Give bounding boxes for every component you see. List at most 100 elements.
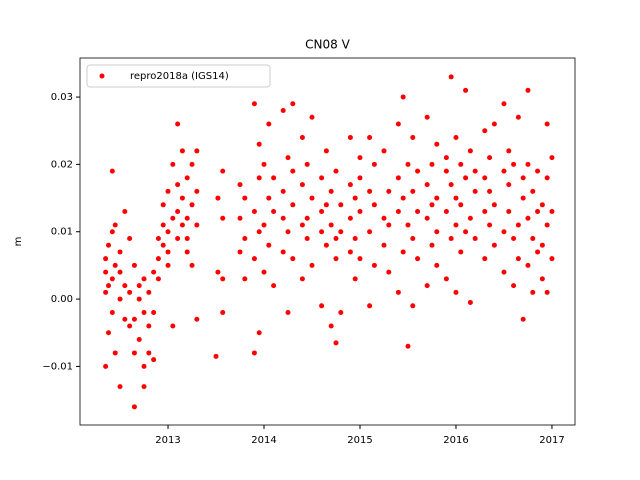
point: [415, 168, 421, 174]
point: [525, 161, 531, 167]
point: [103, 269, 109, 275]
point: [175, 235, 181, 241]
point: [367, 229, 373, 235]
point: [189, 262, 195, 268]
point: [506, 209, 512, 215]
point: [400, 249, 406, 255]
point: [136, 296, 142, 302]
point: [131, 316, 137, 322]
point: [511, 283, 517, 289]
point: [453, 222, 459, 228]
point: [453, 195, 459, 201]
point: [256, 141, 262, 147]
point: [285, 229, 291, 235]
point: [525, 262, 531, 268]
point: [352, 235, 358, 241]
point: [285, 310, 291, 316]
point: [170, 215, 176, 221]
point: [539, 276, 545, 282]
point: [261, 161, 267, 167]
point: [443, 209, 449, 215]
point: [127, 289, 133, 295]
point: [467, 299, 473, 305]
point: [151, 269, 157, 275]
point: [122, 283, 128, 289]
point: [127, 323, 133, 329]
point: [165, 188, 171, 194]
point: [271, 209, 277, 215]
y-axis-label: m: [13, 237, 24, 247]
x-tick-label: 2013: [155, 435, 180, 446]
point: [535, 249, 541, 255]
point: [482, 175, 488, 181]
point: [109, 276, 115, 282]
point: [160, 222, 166, 228]
point: [117, 269, 123, 275]
point: [146, 350, 152, 356]
point: [515, 114, 521, 120]
point: [405, 343, 411, 349]
point: [415, 209, 421, 215]
point: [463, 87, 469, 93]
point: [371, 161, 377, 167]
point: [487, 188, 493, 194]
point: [237, 249, 243, 255]
point: [352, 276, 358, 282]
point: [251, 209, 257, 215]
point: [535, 168, 541, 174]
point: [109, 168, 115, 174]
point: [525, 87, 531, 93]
y-tick-label: 0.00: [51, 294, 73, 305]
point: [136, 283, 142, 289]
point: [194, 316, 200, 322]
point: [487, 222, 493, 228]
point: [160, 242, 166, 248]
point: [357, 256, 363, 262]
point: [290, 101, 296, 107]
point: [194, 222, 200, 228]
point: [285, 155, 291, 161]
point: [215, 269, 221, 275]
y-tick-label: −0.01: [42, 361, 73, 372]
point: [515, 256, 521, 262]
x-tick-label: 2016: [443, 435, 468, 446]
point: [319, 303, 325, 309]
point: [103, 256, 109, 262]
point: [472, 235, 478, 241]
point: [251, 101, 257, 107]
point: [328, 323, 334, 329]
point: [117, 249, 123, 255]
point: [549, 155, 555, 161]
point: [405, 222, 411, 228]
plot-frame: [79, 57, 576, 426]
point: [261, 269, 267, 275]
point: [405, 161, 411, 167]
point: [511, 235, 517, 241]
point: [242, 195, 248, 201]
point: [434, 195, 440, 201]
point: [237, 182, 243, 188]
point: [290, 168, 296, 174]
point: [175, 121, 181, 127]
point: [415, 256, 421, 262]
point: [136, 336, 142, 342]
point: [371, 202, 377, 208]
chart-title: CN08 V: [305, 38, 350, 52]
point: [299, 182, 305, 188]
point: [280, 188, 286, 194]
point: [323, 242, 329, 248]
point: [271, 175, 277, 181]
point: [112, 222, 118, 228]
point: [266, 121, 272, 127]
point: [304, 161, 310, 167]
point: [237, 215, 243, 221]
point: [410, 303, 416, 309]
point: [165, 229, 171, 235]
point: [319, 175, 325, 181]
y-tick-label: 0.01: [51, 227, 73, 238]
point: [194, 188, 200, 194]
point: [304, 235, 310, 241]
point: [491, 202, 497, 208]
point: [112, 350, 118, 356]
point: [127, 235, 133, 241]
